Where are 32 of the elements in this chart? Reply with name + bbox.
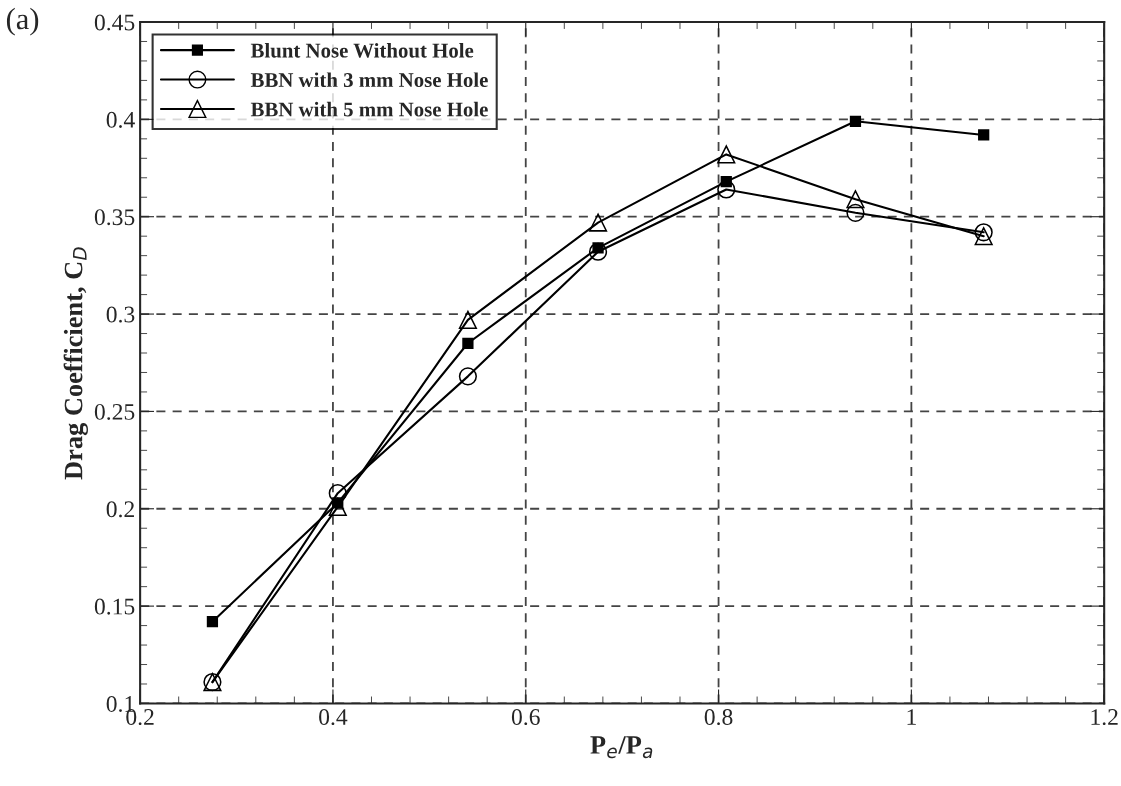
x-tick-label: 1.2	[1091, 709, 1118, 726]
point	[462, 337, 474, 349]
x-tick-label: 0.6	[511, 709, 540, 726]
y-tick-label: 0.25	[94, 403, 135, 420]
y-tick-label: 0.2	[106, 501, 134, 518]
point	[717, 145, 736, 164]
point	[458, 310, 478, 330]
y-tick-label: 0.15	[94, 598, 135, 615]
y-axis-title: Drag Coefficient, C$_{D}$	[63, 247, 88, 480]
point	[206, 616, 219, 628]
point	[974, 223, 993, 242]
y-tick-label: 0.4	[106, 111, 135, 128]
x-tick-label: 0.8	[704, 709, 733, 726]
legend-label: BBN with 3 mm Nose Hole	[250, 72, 488, 88]
point	[717, 180, 736, 199]
y-tick-label: 0.45	[94, 14, 135, 31]
point	[846, 203, 865, 222]
legend-label: BBN with 5 mm Nose Hole	[250, 101, 488, 117]
point	[978, 129, 990, 141]
point	[846, 190, 865, 209]
point	[458, 367, 478, 386]
x-tick-label: 1	[907, 709, 916, 725]
point	[588, 242, 608, 261]
x-tick-label: 0.4	[319, 709, 348, 726]
x-axis-title: P$_{e}$/P$_{a}$	[590, 736, 653, 759]
point	[849, 115, 862, 127]
point	[974, 227, 993, 246]
legend-label: Blunt Nose Without Hole	[250, 42, 474, 58]
text: (a)	[6, 7, 39, 36]
y-tick-label: 0.3	[106, 306, 135, 323]
y-tick-label: 0.35	[94, 209, 135, 226]
point	[588, 213, 608, 232]
